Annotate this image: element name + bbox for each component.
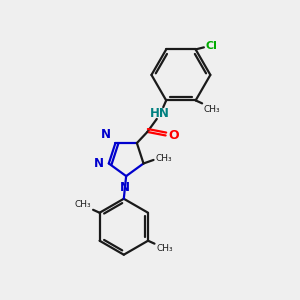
Text: O: O <box>169 129 179 142</box>
Text: CH₃: CH₃ <box>156 244 173 253</box>
Text: CH₃: CH₃ <box>75 200 91 209</box>
Text: N: N <box>94 157 103 170</box>
Text: CH₃: CH₃ <box>204 105 220 114</box>
Text: N: N <box>101 128 111 141</box>
Text: Cl: Cl <box>205 41 217 52</box>
Text: CH₃: CH₃ <box>156 154 172 163</box>
Text: HN: HN <box>150 107 170 120</box>
Text: N: N <box>120 182 130 194</box>
